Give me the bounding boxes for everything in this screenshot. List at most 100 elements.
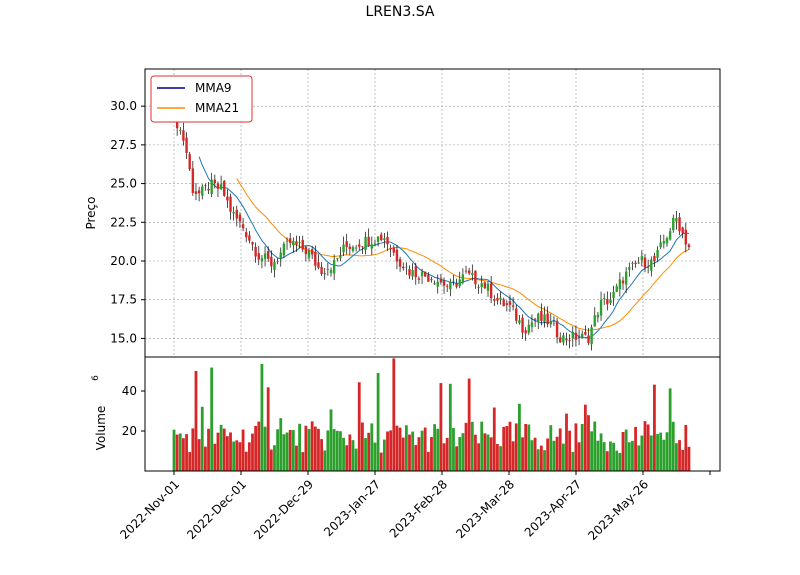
volume-bar xyxy=(671,421,675,471)
volume-bar xyxy=(317,428,320,471)
candle-body xyxy=(612,291,615,299)
candle-body xyxy=(515,308,518,321)
candle-body xyxy=(358,244,361,247)
volume-bar xyxy=(577,442,581,471)
candle-body xyxy=(191,168,195,193)
volume-bar xyxy=(238,442,242,471)
volume-bar xyxy=(335,430,339,471)
candle-body xyxy=(348,246,352,249)
volume-bar xyxy=(423,427,427,471)
volume-bar xyxy=(417,437,421,471)
volume-bar xyxy=(662,439,666,471)
volume-bar xyxy=(339,431,342,471)
volume-bar xyxy=(624,429,628,471)
volume-bar xyxy=(254,425,258,471)
volume-bar xyxy=(499,446,502,471)
volume-bar xyxy=(389,430,393,471)
volume-bar xyxy=(492,407,496,471)
candle-body xyxy=(549,321,552,325)
volume-bar xyxy=(612,442,615,471)
volume-bar xyxy=(621,431,625,471)
x-tick-label: 2023-May-26 xyxy=(585,477,651,543)
candle-body xyxy=(323,272,326,275)
volume-bar xyxy=(546,438,550,471)
volume-bar xyxy=(536,449,540,471)
volume-bar xyxy=(273,445,276,471)
candle-body xyxy=(624,271,628,285)
candle-body xyxy=(351,246,355,251)
x-axis-ticks: 2022-Nov-01 2022-Dec-01 2022-Dec-29 2023-Ja… xyxy=(117,471,711,543)
volume-bar xyxy=(216,432,220,471)
price-y-ticks: 15.0 17.5 20.0 22.5 25.0 27.5 30.0 xyxy=(110,99,145,345)
candle-body xyxy=(461,274,465,283)
candle-body xyxy=(370,244,374,249)
candle-body xyxy=(320,266,323,275)
candle-body xyxy=(295,241,298,245)
volume-bar xyxy=(395,425,399,471)
volume-bar xyxy=(386,431,389,471)
volume-bar xyxy=(549,425,553,471)
candle-body xyxy=(188,154,191,170)
candle-body xyxy=(452,280,455,282)
volume-bar xyxy=(678,440,681,471)
volume-bar xyxy=(637,445,641,471)
candle-body xyxy=(251,242,254,245)
candle-body xyxy=(552,322,556,324)
volume-bar xyxy=(687,446,691,471)
mma21-layer xyxy=(236,178,690,331)
volume-bar xyxy=(197,439,201,471)
volume-bar xyxy=(408,434,411,471)
price-y-tick-label: 27.5 xyxy=(110,138,137,152)
candle-body xyxy=(467,270,471,274)
volume-bar xyxy=(539,445,543,471)
volume-bar xyxy=(552,440,556,471)
candle-body xyxy=(527,324,531,333)
candle-body xyxy=(386,236,389,245)
candle-body xyxy=(681,227,684,233)
volume-bar xyxy=(659,432,663,471)
candle-body xyxy=(546,313,549,325)
candle-body xyxy=(684,229,688,245)
volume-bar xyxy=(580,423,584,471)
candle-body xyxy=(474,270,477,285)
volume-bar xyxy=(430,437,433,471)
x-tick-label: 2023-Feb-28 xyxy=(387,477,450,540)
volume-bar xyxy=(558,428,562,471)
volume-bar xyxy=(445,437,449,471)
candle-body xyxy=(502,299,505,307)
volume-bar xyxy=(298,423,301,471)
volume-bar xyxy=(301,452,305,471)
candle-body xyxy=(298,241,301,243)
volume-bar xyxy=(279,418,283,471)
volume-bar xyxy=(342,437,345,471)
price-y-tick-label: 25.0 xyxy=(110,177,137,191)
candle-body xyxy=(464,270,468,272)
candle-body xyxy=(565,338,568,341)
candle-body xyxy=(609,299,612,304)
x-tick-label: 2023-Mar-28 xyxy=(453,477,517,541)
volume-bar xyxy=(587,415,590,471)
candle-body xyxy=(354,247,358,249)
candle-body xyxy=(543,314,546,322)
volume-bar xyxy=(627,442,631,471)
price-y-tick-label: 17.5 xyxy=(110,293,137,307)
candle-body xyxy=(226,196,229,201)
volume-bar xyxy=(631,440,634,471)
candle-body xyxy=(559,337,562,343)
volume-bar xyxy=(266,387,270,471)
volume-bar xyxy=(455,446,458,471)
candle-body xyxy=(581,333,584,338)
volume-bar xyxy=(527,424,531,471)
volume-bar xyxy=(684,424,688,471)
volume-bar xyxy=(467,378,471,471)
volume-bar xyxy=(599,433,603,471)
price-y-tick-label: 30.0 xyxy=(110,99,137,113)
volume-bar xyxy=(634,426,637,471)
candle-body xyxy=(411,270,414,277)
candle-body xyxy=(408,269,411,276)
candle-body xyxy=(656,249,659,258)
volume-bar xyxy=(376,372,380,471)
candle-body xyxy=(279,252,282,259)
volume-bar xyxy=(565,413,568,471)
volume-bar xyxy=(225,436,229,471)
